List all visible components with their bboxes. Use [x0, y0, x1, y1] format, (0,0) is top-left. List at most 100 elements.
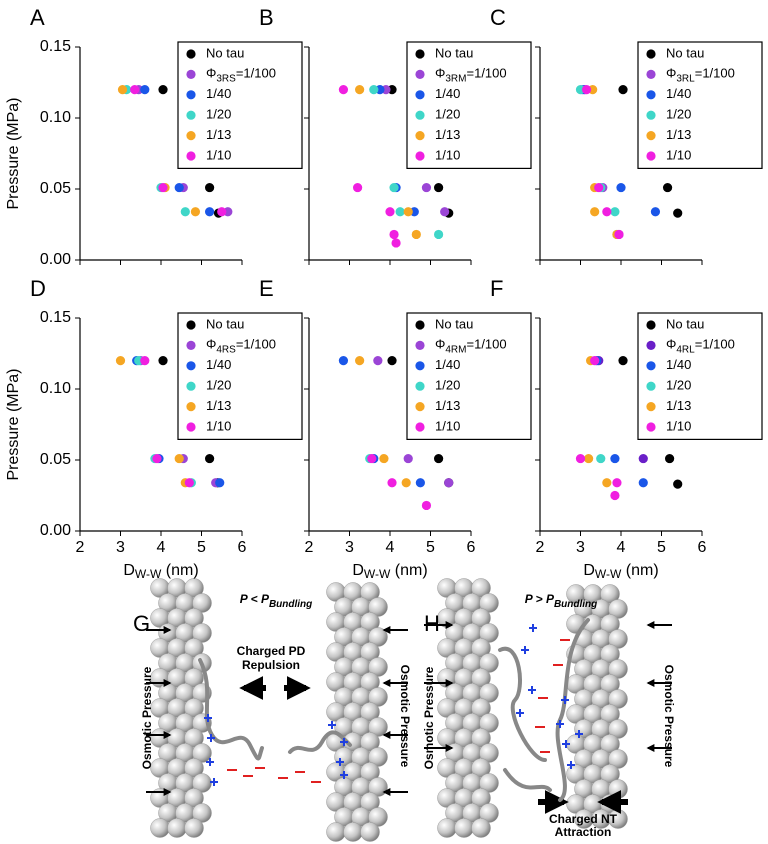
wall-bead	[471, 818, 491, 838]
data-point	[590, 207, 600, 217]
legend-label: 1/20	[666, 107, 691, 122]
legend-marker	[415, 422, 425, 432]
legend-label: 1/40	[206, 357, 231, 372]
wall-bead	[150, 818, 170, 838]
wall-bead	[167, 818, 187, 838]
y-axis-label: Pressure (MPa)	[5, 97, 22, 209]
x-tick-label: 2	[536, 539, 545, 556]
wall-bead	[437, 818, 457, 838]
legend-marker	[415, 131, 425, 141]
legend-marker	[415, 69, 425, 79]
legend-marker	[415, 361, 425, 371]
side-label: Osmotic Pressure	[398, 665, 412, 768]
data-point	[140, 85, 150, 95]
legend-label: 1/10	[666, 418, 691, 433]
data-point	[152, 453, 162, 464]
data-point	[584, 453, 594, 464]
panel-letter: H	[424, 611, 440, 636]
legend-marker	[646, 320, 656, 330]
legend-label: 1/20	[206, 107, 231, 122]
legend-label: 1/40	[435, 357, 460, 372]
legend-marker	[646, 340, 656, 350]
legend-box	[406, 312, 532, 441]
data-point	[638, 478, 648, 488]
legend-label: 1/20	[206, 378, 231, 393]
wall-bead	[343, 822, 363, 842]
data-point	[205, 207, 215, 217]
legend-marker	[186, 320, 196, 330]
data-point	[355, 356, 365, 366]
data-point	[140, 356, 150, 366]
legend-box	[637, 312, 763, 441]
x-axis-label: DW-W (nm)	[583, 562, 658, 581]
legend-label: No tau	[206, 316, 244, 331]
data-point	[174, 182, 184, 193]
x-tick-label: 3	[116, 539, 125, 556]
legend-label: 1/13	[206, 398, 231, 413]
legend-label: Φ4RS=1/100	[206, 337, 276, 355]
panel-letter: G	[133, 611, 150, 636]
panel-letter: A	[30, 5, 45, 30]
data-point	[180, 207, 190, 217]
y-tick-label: 0.00	[40, 251, 71, 268]
side-label: Osmotic Pressure	[140, 666, 154, 769]
legend-marker	[415, 151, 425, 161]
y-tick-label: 0.00	[40, 522, 71, 539]
data-point	[610, 453, 620, 464]
data-point	[665, 453, 675, 464]
data-point	[353, 182, 363, 193]
legend-marker	[186, 49, 196, 59]
wall-bead	[360, 822, 380, 842]
data-point	[387, 478, 397, 488]
data-point	[338, 356, 349, 366]
legend-marker	[186, 402, 196, 412]
data-point	[158, 182, 168, 193]
y-tick-label: 0.05	[40, 451, 71, 468]
y-tick-label: 0.15	[40, 309, 71, 326]
legend-label: 1/13	[206, 127, 231, 142]
x-axis-label: DW-W (nm)	[123, 562, 198, 581]
legend-marker	[186, 381, 196, 391]
data-point	[158, 356, 168, 366]
legend-marker	[646, 131, 656, 141]
legend-marker	[186, 340, 196, 350]
tau-chain	[288, 730, 352, 754]
data-point	[610, 490, 620, 501]
x-tick-label: 4	[157, 539, 166, 556]
data-point	[616, 182, 626, 193]
data-point	[638, 453, 648, 464]
data-point	[444, 478, 454, 488]
legend-marker	[186, 422, 196, 432]
data-point	[369, 85, 379, 95]
legend-label: No tau	[435, 316, 473, 331]
x-tick-label: 5	[657, 539, 666, 556]
legend-marker	[186, 151, 196, 161]
data-point	[367, 453, 377, 464]
data-point	[395, 207, 405, 217]
legend-marker	[415, 340, 425, 350]
panel-letter: F	[490, 276, 503, 301]
wall-bead	[326, 822, 346, 842]
data-point	[217, 207, 227, 217]
data-point	[434, 229, 444, 240]
y-tick-label: 0.15	[40, 38, 71, 55]
legend-marker	[186, 110, 196, 120]
legend-label: 1/40	[666, 357, 691, 372]
data-point	[421, 182, 432, 193]
legend-label: 1/10	[206, 418, 231, 433]
tau-chain	[198, 658, 264, 761]
data-point	[575, 453, 586, 464]
data-point	[387, 356, 397, 366]
data-point	[184, 478, 194, 488]
legend-label: 1/40	[666, 86, 691, 101]
data-point	[205, 182, 215, 193]
x-tick-label: 4	[386, 539, 395, 556]
data-point	[440, 207, 450, 217]
note: Attraction	[555, 825, 612, 839]
x-tick-label: 2	[305, 539, 314, 556]
data-point	[389, 229, 399, 240]
side-label: Osmotic Pressure	[662, 665, 676, 768]
diagrams	[146, 578, 672, 842]
data-point	[596, 453, 606, 464]
